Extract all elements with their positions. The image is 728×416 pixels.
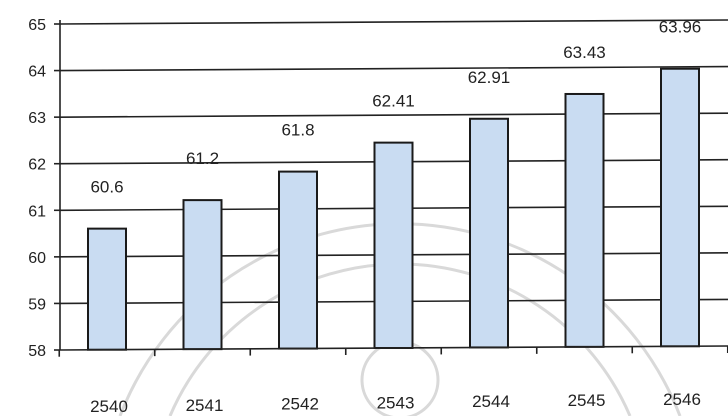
data-label: 61.8 [281,121,314,140]
y-tick-label: 63 [28,110,46,127]
bar-2545 [564,92,605,348]
y-tick-label: 62 [28,157,46,174]
y-tick-label: 60 [28,250,46,267]
bar-2541 [182,199,223,351]
x-axis-line [59,345,728,351]
x-tick-label: 2540 [90,397,128,416]
bar-2540 [87,227,127,351]
data-label: 63.96 [659,18,702,37]
y-tick-label: 64 [28,64,46,81]
x-tick-label: 2546 [663,390,701,409]
data-label: 60.6 [90,178,123,197]
y-tick-label: 59 [28,296,46,313]
bar-2546 [660,67,700,348]
data-label: 61.2 [186,149,219,168]
x-tick-label: 2541 [186,396,224,415]
y-tick-label: 58 [28,343,46,360]
gridline [59,19,728,25]
y-tick-label: 61 [28,203,46,220]
data-label: 63.43 [563,43,606,62]
bar-2544 [469,117,509,349]
data-label: 62.41 [372,92,415,111]
x-tick-label: 2544 [472,392,510,411]
x-tick-label: 2545 [568,391,606,410]
x-tick-label: 2542 [281,395,319,414]
x-tick-label: 2543 [377,393,415,412]
bar-2542 [278,170,318,350]
gridline [59,112,728,118]
data-label: 62.91 [468,68,511,87]
gridline [59,65,728,72]
bar-2543 [373,141,414,350]
y-tick-label: 65 [28,17,46,34]
